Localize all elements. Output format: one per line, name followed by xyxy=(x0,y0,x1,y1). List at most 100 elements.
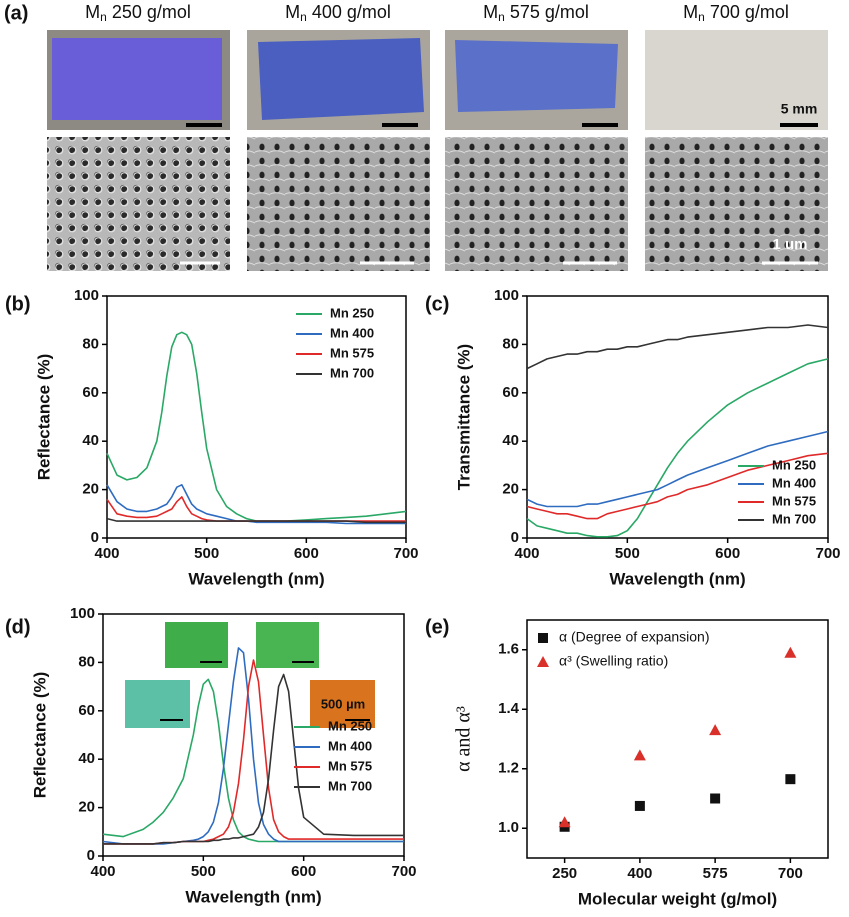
point xyxy=(784,646,797,658)
x-tick-label: 400 xyxy=(90,863,115,880)
sample-title: Mn 250 g/mol xyxy=(85,2,191,24)
legend-label: Mn 700 xyxy=(328,778,372,793)
sample-value: 250 g/mol xyxy=(112,2,191,22)
spectrum-line xyxy=(526,452,829,520)
y-tick-label: 60 xyxy=(502,384,519,401)
y-tick-label: 100 xyxy=(74,287,99,304)
spectrum-line xyxy=(106,496,406,522)
spectrum-line xyxy=(526,324,829,370)
point xyxy=(634,800,645,811)
inset-photo xyxy=(256,622,319,668)
y-tick-label: 1.0 xyxy=(498,819,519,836)
photo xyxy=(645,30,828,130)
legend-label: α³ (Swelling ratio) xyxy=(559,653,668,669)
point xyxy=(633,749,646,761)
scale-label: 500 µm xyxy=(321,696,365,711)
x-tick-label: 600 xyxy=(291,863,316,880)
legend-label: Mn 250 xyxy=(328,718,372,733)
panel-label: (e) xyxy=(425,616,449,638)
y-tick-label: 40 xyxy=(82,432,99,449)
spectrum-line xyxy=(526,358,829,538)
y-tick-label: 80 xyxy=(502,335,519,352)
y-tick-label: 20 xyxy=(82,481,99,498)
film xyxy=(258,38,424,120)
legend-label: Mn 250 xyxy=(330,305,374,320)
x-tick-label: 400 xyxy=(627,865,652,882)
x-tick-label: 600 xyxy=(294,545,319,562)
subscript: n xyxy=(498,10,505,24)
symbol: M xyxy=(483,2,498,22)
x-tick-label: 575 xyxy=(703,865,728,882)
x-tick-label: 400 xyxy=(514,545,539,562)
panel-label: (b) xyxy=(5,293,31,315)
symbol: M xyxy=(85,2,100,22)
symbol: M xyxy=(683,2,698,22)
x-tick-label: 700 xyxy=(815,545,840,562)
y-tick-label: 40 xyxy=(502,432,519,449)
y-tick-label: 60 xyxy=(82,384,99,401)
legend-label: α (Degree of expansion) xyxy=(559,629,710,645)
subscript: n xyxy=(698,10,705,24)
point xyxy=(785,774,796,785)
spectrum-line xyxy=(103,673,404,845)
plot-frame xyxy=(526,619,829,859)
sample-title: Mn 400 g/mol xyxy=(285,2,391,24)
y-axis-label: Reflectance (%) xyxy=(30,672,49,799)
y-tick-label: 0 xyxy=(87,847,95,864)
panel-label: (a) xyxy=(4,2,28,24)
sample-value: 700 g/mol xyxy=(710,2,789,22)
x-axis-label: Wavelength (nm) xyxy=(188,569,324,588)
sample-title: Mn 700 g/mol xyxy=(683,2,789,24)
panel-label: (d) xyxy=(5,616,31,638)
y-axis-label: Transmittance (%) xyxy=(454,344,473,490)
legend-label: Mn 575 xyxy=(328,758,372,773)
y-tick-label: 60 xyxy=(78,702,95,719)
x-tick-label: 700 xyxy=(393,545,418,562)
spectrum-line xyxy=(526,430,829,508)
legend-label: Mn 575 xyxy=(772,493,816,508)
y-tick-label: 100 xyxy=(70,605,95,622)
x-axis-label: Wavelength (nm) xyxy=(609,569,745,588)
spectrum-line xyxy=(106,484,406,525)
scale-label: 1 um xyxy=(772,236,807,253)
x-tick-label: 400 xyxy=(94,545,119,562)
x-tick-label: 250 xyxy=(552,865,577,882)
inset-photo xyxy=(165,622,228,668)
legend-marker xyxy=(538,633,548,643)
subscript: n xyxy=(100,10,107,24)
y-tick-label: 0 xyxy=(91,529,99,546)
sample-value: 400 g/mol xyxy=(312,2,391,22)
sem-image xyxy=(47,137,230,271)
legend-label: Mn 400 xyxy=(330,325,374,340)
x-tick-label: 600 xyxy=(715,545,740,562)
y-tick-label: 0 xyxy=(511,529,519,546)
sem-image xyxy=(445,137,628,271)
legend-marker xyxy=(537,656,549,667)
x-axis-label: Molecular weight (g/mol) xyxy=(578,889,777,908)
spectrum-line xyxy=(106,517,406,524)
plot-frame xyxy=(106,295,407,539)
y-tick-label: 80 xyxy=(82,335,99,352)
legend-label: Mn 400 xyxy=(328,738,372,753)
plot-frame xyxy=(526,295,829,539)
panel-a-images: 5 mm 1 um (a) xyxy=(4,2,828,271)
x-tick-label: 500 xyxy=(194,545,219,562)
y-tick-label: 80 xyxy=(78,653,95,670)
point xyxy=(710,793,721,804)
legend-label: Mn 400 xyxy=(772,475,816,490)
panel-label: (c) xyxy=(425,293,449,315)
subscript: n xyxy=(300,10,307,24)
sample-title: Mn 575 g/mol xyxy=(483,2,589,24)
x-tick-label: 500 xyxy=(191,863,216,880)
legend-label: Mn 575 xyxy=(330,345,374,360)
symbol: M xyxy=(285,2,300,22)
y-tick-label: 1.6 xyxy=(498,641,519,658)
y-axis-label: α and α³ xyxy=(453,706,475,772)
sem-image xyxy=(247,137,430,271)
film xyxy=(52,38,222,120)
legend-label: Mn 250 xyxy=(772,457,816,472)
legend-label: Mn 700 xyxy=(330,365,374,380)
legend-label: Mn 700 xyxy=(772,511,816,526)
scale-label: 5 mm xyxy=(781,101,818,117)
